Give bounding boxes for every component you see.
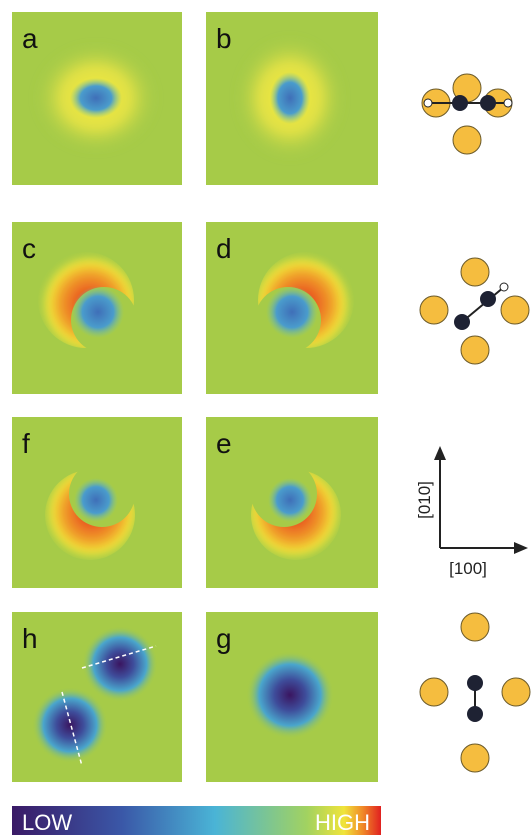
axis-label: [010] — [415, 481, 434, 519]
panel-label: b — [216, 23, 232, 54]
panel-label: e — [216, 428, 232, 459]
axis-label: [100] — [449, 559, 487, 578]
panel-label: c — [22, 233, 36, 264]
panel-label: h — [22, 623, 38, 654]
panel-label: a — [22, 23, 38, 54]
panel-label: g — [216, 623, 232, 654]
molecule-3 — [420, 613, 530, 772]
colorbar-high: HIGH — [315, 810, 370, 835]
panel-label: d — [216, 233, 232, 264]
axes-diagram: [010] [100] — [415, 446, 528, 578]
figure: a b c d f e h g [010] [100] LOW HIGH — [0, 0, 531, 835]
molecule-2 — [420, 258, 529, 364]
molecule-1 — [422, 74, 512, 154]
panel-label: f — [22, 428, 30, 459]
colorbar-low: LOW — [22, 810, 72, 835]
